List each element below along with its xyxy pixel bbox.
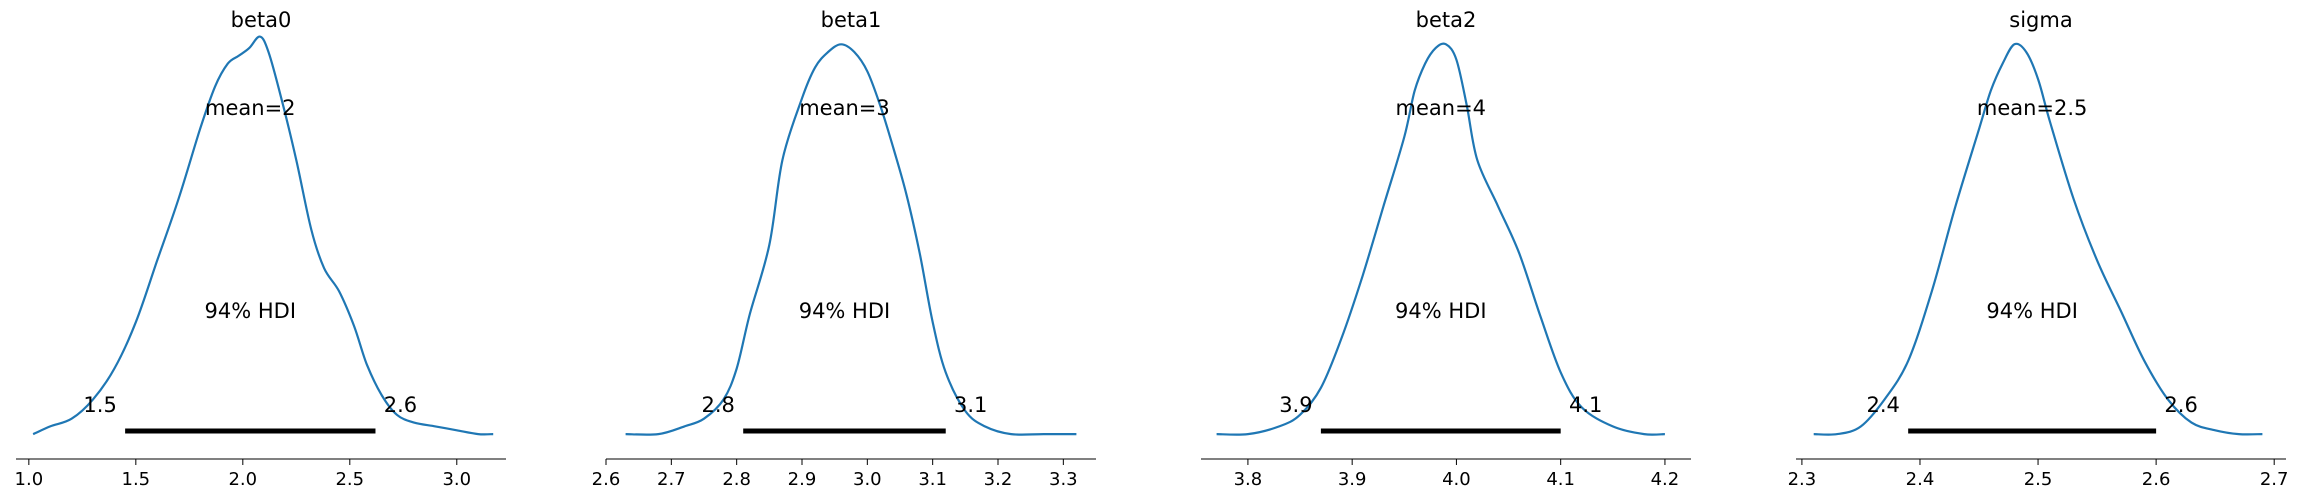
x-tick-label: 2.9 — [788, 469, 817, 490]
mean-label: mean=2.5 — [1977, 96, 2088, 120]
panel-title: beta0 — [231, 8, 292, 32]
panel-title: beta1 — [821, 8, 882, 32]
mean-label: mean=3 — [799, 96, 890, 120]
density-curve — [1813, 42, 2263, 436]
x-tick-label: 3.1 — [918, 469, 947, 490]
panel-beta1: beta1 mean=3 94% HDI 2.8 3.1 2.6 2.7 2.8 2.9 3.0 3… — [592, 8, 1096, 490]
x-tick-label: 4.0 — [1442, 469, 1471, 490]
mean-label: mean=4 — [1396, 96, 1487, 120]
hdi-high-label: 4.1 — [1569, 393, 1602, 417]
x-tick-label: 2.6 — [592, 469, 621, 490]
hdi-label: 94% HDI — [1986, 299, 2078, 323]
x-tick-label: 2.7 — [2260, 469, 2289, 490]
hdi-low-label: 1.5 — [83, 393, 116, 417]
x-tick-label: 1.5 — [122, 469, 151, 490]
x-tick-label: 4.2 — [1651, 469, 1680, 490]
x-tick-label: 3.0 — [853, 469, 882, 490]
x-tick-label: 2.0 — [228, 469, 257, 490]
x-tick-label: 4.1 — [1546, 469, 1575, 490]
x-tick-label: 1.0 — [15, 469, 44, 490]
density-curve — [32, 35, 494, 436]
hdi-high-label: 2.6 — [384, 393, 417, 417]
hdi-label: 94% HDI — [799, 299, 891, 323]
hdi-low-label: 3.9 — [1279, 393, 1312, 417]
panel-title: beta2 — [1416, 8, 1477, 32]
x-tick-label: 3.9 — [1338, 469, 1367, 490]
panel-title: sigma — [2009, 8, 2072, 32]
density-curve — [625, 43, 1077, 436]
panel-sigma: sigma mean=2.5 94% HDI 2.4 2.6 2.3 2.4 2.5 2.6 2.… — [1788, 8, 2289, 490]
hdi-high-label: 2.6 — [2164, 393, 2197, 417]
x-tick-label: 3.2 — [984, 469, 1013, 490]
x-tick-label: 3.8 — [1234, 469, 1263, 490]
x-tick-label: 3.0 — [442, 469, 471, 490]
x-tick-label: 2.4 — [1906, 469, 1935, 490]
hdi-high-label: 3.1 — [954, 393, 987, 417]
x-tick-label: 2.5 — [335, 469, 364, 490]
hdi-low-label: 2.8 — [701, 393, 734, 417]
density-curve — [1216, 42, 1665, 436]
x-tick-label: 2.7 — [657, 469, 686, 490]
hdi-low-label: 2.4 — [1866, 393, 1899, 417]
x-tick-label: 2.8 — [722, 469, 751, 490]
x-tick-label: 2.6 — [2142, 469, 2171, 490]
x-tick-label: 2.3 — [1788, 469, 1817, 490]
x-tick-label: 3.3 — [1049, 469, 1078, 490]
hdi-label: 94% HDI — [1395, 299, 1487, 323]
mean-label: mean=2 — [205, 96, 296, 120]
panel-beta0: beta0 mean=2 94% HDI 1.5 2.6 1.0 1.5 2.0 2.5 3.0 — [15, 8, 506, 490]
x-tick-label: 2.5 — [2024, 469, 2053, 490]
hdi-label: 94% HDI — [205, 299, 297, 323]
panel-beta2: beta2 mean=4 94% HDI 3.9 4.1 3.8 3.9 4.0 4.1 4.2 — [1201, 8, 1691, 490]
